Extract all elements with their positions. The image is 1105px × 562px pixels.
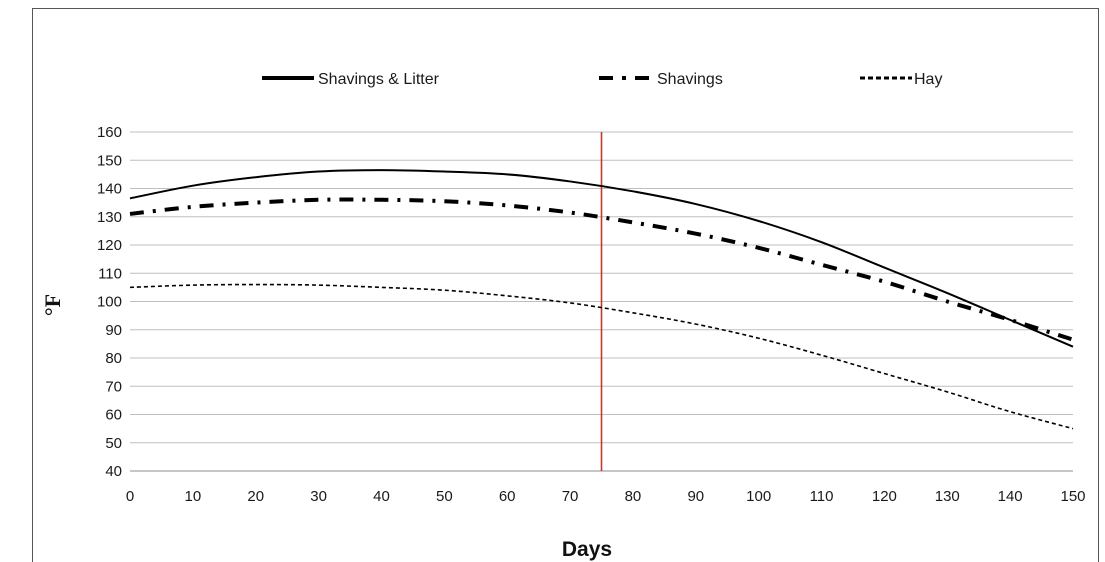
y-tick-label-90: 90	[105, 322, 122, 339]
chart-frame	[32, 8, 1099, 562]
x-tick-label-140: 140	[998, 488, 1023, 505]
y-tick-label-50: 50	[105, 435, 122, 452]
legend-label-shavings: Shavings	[657, 71, 723, 88]
series-line-hay	[129, 283, 1074, 430]
x-axis-label: Days	[562, 538, 612, 561]
y-axis-label: °F	[40, 294, 65, 316]
legend-item-shavings-litter: Shavings & Litter	[262, 71, 440, 88]
legend: Shavings & Litter Shavings Hay	[262, 71, 942, 88]
y-tick-label-130: 130	[97, 209, 122, 226]
y-tick-label-60: 60	[105, 407, 122, 424]
y-tick-label-120: 120	[97, 237, 122, 254]
y-axis-ticks: 40 50 60 70 80 90 100 110 120 130 140 150 160	[97, 124, 122, 480]
y-tick-label-40: 40	[105, 463, 122, 480]
x-tick-label-70: 70	[562, 488, 579, 505]
x-tick-label-130: 130	[935, 488, 960, 505]
x-tick-label-80: 80	[625, 488, 642, 505]
y-tick-label-80: 80	[105, 350, 122, 367]
legend-label-hay: Hay	[914, 71, 942, 88]
y-tick-label-160: 160	[97, 124, 122, 141]
y-tick-label-110: 110	[98, 265, 122, 282]
legend-item-shavings: Shavings	[599, 71, 723, 88]
series-lines	[129, 169, 1074, 430]
x-tick-label-20: 20	[247, 488, 264, 505]
x-tick-label-60: 60	[499, 488, 516, 505]
x-tick-label-40: 40	[373, 488, 390, 505]
series-line-shavings	[129, 197, 1074, 342]
y-tick-label-150: 150	[97, 152, 122, 169]
legend-label-shavings-litter: Shavings & Litter	[318, 71, 440, 88]
series-line-shavings-litter	[129, 169, 1074, 348]
y-tick-label-70: 70	[105, 378, 122, 395]
x-tick-label-50: 50	[436, 488, 453, 505]
x-tick-label-110: 110	[810, 488, 834, 505]
x-axis-ticks: 0 10 20 30 40 50 60 70 80 90 100 110 120 130 140 150	[126, 488, 1086, 505]
y-tick-label-100: 100	[97, 294, 122, 311]
x-tick-label-100: 100	[746, 488, 771, 505]
y-tick-label-140: 140	[97, 181, 122, 198]
x-tick-label-120: 120	[872, 488, 897, 505]
x-tick-label-30: 30	[310, 488, 327, 505]
x-tick-label-90: 90	[687, 488, 704, 505]
x-tick-label-0: 0	[126, 488, 134, 505]
x-tick-label-10: 10	[185, 488, 202, 505]
legend-item-hay: Hay	[860, 71, 942, 88]
x-tick-label-150: 150	[1060, 488, 1085, 505]
